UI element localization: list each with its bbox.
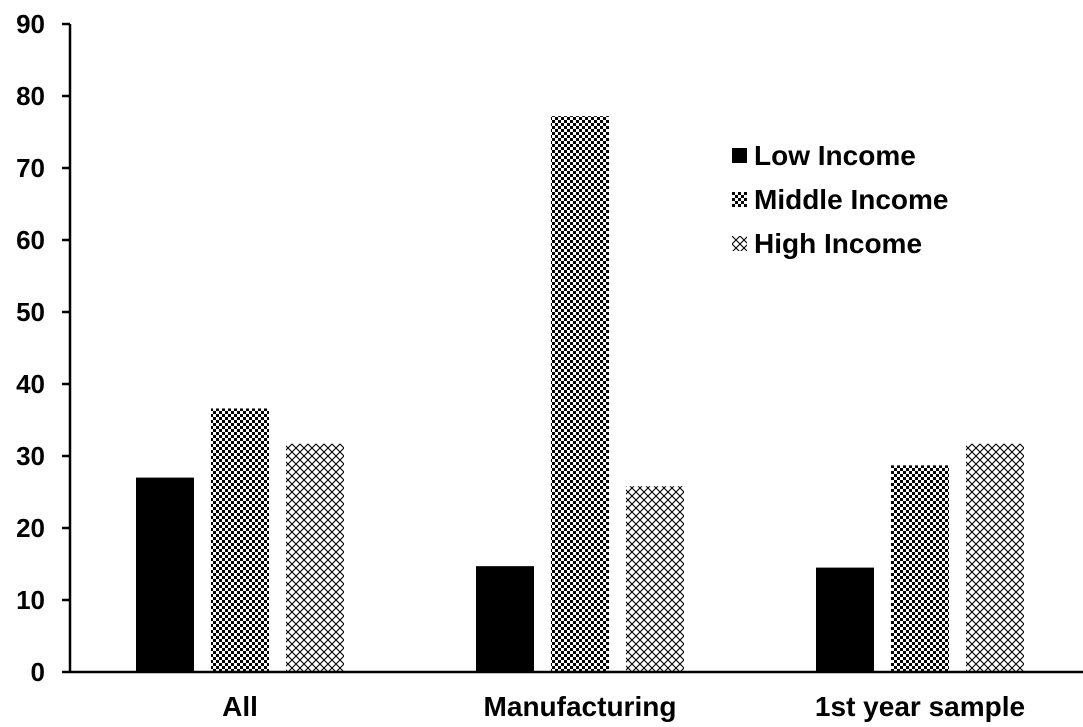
legend-label-low-income: Low Income: [754, 140, 916, 171]
bar-manufacturing-middle-income: [551, 116, 609, 672]
y-tick-label: 40: [16, 369, 45, 399]
y-tick-label: 30: [16, 441, 45, 471]
bar-1st-year-sample-high-income: [966, 443, 1024, 672]
legend-label-middle-income: Middle Income: [754, 184, 948, 215]
legend-swatch-middle-income: [732, 192, 747, 207]
bar-all-high-income: [286, 443, 344, 672]
category-label-all: All: [222, 691, 258, 722]
bar-all-low-income: [136, 477, 194, 672]
y-tick-label: 70: [16, 153, 45, 183]
bar-all-middle-income: [211, 408, 269, 672]
legend-swatch-low-income: [732, 148, 747, 163]
x-category-labels: All Manufacturing 1st year sample: [222, 691, 1025, 722]
legend-label-high-income: High Income: [754, 228, 922, 259]
bar-manufacturing-high-income: [626, 486, 684, 672]
category-label-manufacturing: Manufacturing: [484, 691, 677, 722]
bars-layer: [136, 116, 1024, 672]
y-tick-label: 0: [31, 657, 45, 687]
y-tick-label: 20: [16, 513, 45, 543]
bar-manufacturing-low-income: [476, 566, 534, 672]
y-tick-label: 80: [16, 81, 45, 111]
legend: Low Income Middle Income High Income: [732, 140, 948, 259]
y-tick-label: 60: [16, 225, 45, 255]
y-ticks: 0 10 20 30 40 50 60 70 80 90: [16, 9, 70, 687]
axes-layer: [68, 24, 1083, 674]
legend-swatch-high-income: [732, 236, 747, 251]
bar-1st-year-sample-middle-income: [891, 465, 949, 672]
y-tick-label: 90: [16, 9, 45, 39]
y-tick-label: 50: [16, 297, 45, 327]
y-tick-label: 10: [16, 585, 45, 615]
bar-1st-year-sample-low-income: [816, 567, 874, 672]
category-label-1st-year-sample: 1st year sample: [815, 691, 1025, 722]
